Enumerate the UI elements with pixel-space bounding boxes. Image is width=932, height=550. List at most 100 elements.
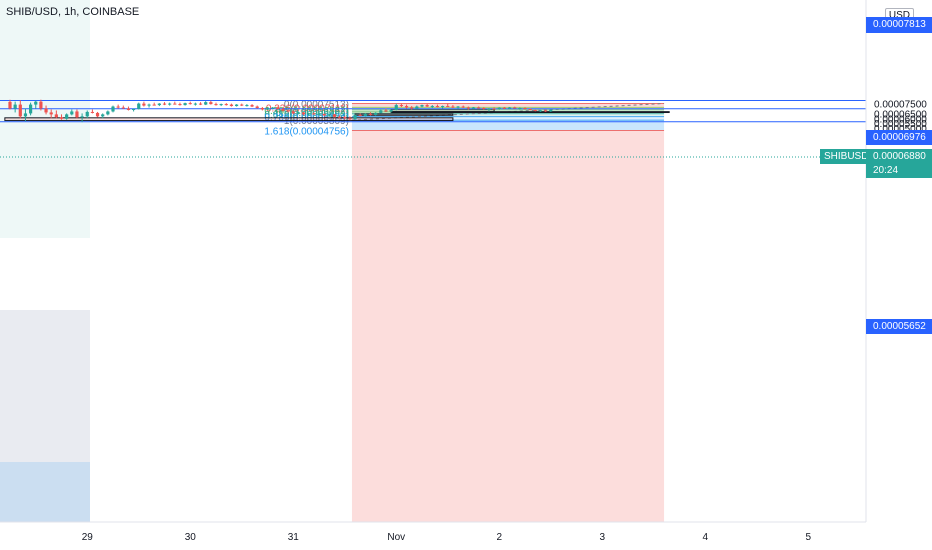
candle-body (410, 107, 414, 109)
candle-body (224, 104, 228, 106)
candle-body (343, 117, 347, 119)
candle-body (353, 114, 357, 120)
fib-band (351, 109, 665, 112)
candle-body (116, 106, 120, 108)
candle-body (523, 108, 527, 110)
fib-level-label: 0.618(0.00006460) (264, 110, 349, 121)
candle-body (477, 107, 481, 109)
candle-body (178, 104, 182, 106)
candle-body (65, 114, 69, 119)
fib-band (351, 116, 665, 121)
time-tick-label: 2 (496, 532, 502, 543)
candle-body (420, 105, 424, 107)
candle-body (451, 106, 455, 108)
candle-body (518, 108, 522, 110)
candle-body (29, 104, 33, 114)
candle-body (255, 106, 259, 109)
candle-body (240, 104, 244, 106)
candle-body (23, 113, 28, 117)
candle-body (13, 104, 17, 109)
price-tick-label: 0.00006500 (874, 109, 927, 120)
candle-body (121, 107, 125, 109)
candle-body (286, 110, 290, 112)
candle-body (204, 102, 208, 105)
symbol-header[interactable]: SHIB/USD, 1h, COINBASE (6, 6, 140, 18)
zone-rect-3 (390, 111, 670, 114)
candle-body (368, 113, 373, 115)
candle-body (39, 101, 43, 109)
time-tick-label: 29 (82, 532, 94, 543)
candle-body (404, 106, 409, 108)
candle-body (471, 107, 476, 109)
candle-body (415, 106, 419, 109)
candle-body (456, 106, 460, 108)
candle-body (162, 103, 167, 105)
candle-body (461, 106, 465, 108)
fib-band (351, 113, 665, 117)
candle-body (85, 111, 89, 117)
price-tick-label: 0.00005500 (874, 119, 927, 130)
candle-body (152, 104, 156, 106)
candle-body (466, 107, 470, 109)
candle-body (59, 117, 64, 119)
symbol-tag: SHIBUSD (820, 149, 873, 164)
candle-body (379, 110, 383, 113)
candle-body (301, 112, 306, 115)
candle-body (173, 103, 177, 105)
candle-body (147, 104, 151, 106)
candle-body (209, 102, 213, 105)
fib-level-label: 1.618(0.00004756) (264, 126, 349, 137)
candle-body (399, 105, 403, 107)
candle-body (157, 103, 161, 106)
fib-level-label: 0.5(0.00006661) (276, 108, 349, 119)
candle-body (538, 110, 543, 112)
candle-body (322, 113, 326, 116)
time-tick-label: Nov (387, 532, 405, 543)
candle-body (193, 103, 197, 105)
candle-body (487, 108, 491, 110)
time-tick-label: 31 (288, 532, 300, 543)
left-green-zone (0, 0, 90, 238)
candle-body (90, 111, 94, 113)
candle-body (137, 103, 141, 109)
candle-body (307, 113, 311, 115)
candle-body (317, 113, 321, 115)
candle-body (389, 109, 393, 112)
candle-body (44, 108, 48, 113)
candle-body (95, 112, 100, 117)
candle-body (549, 109, 553, 112)
candle-body (245, 105, 249, 107)
fib-level-label: 0(0.00007513) (284, 99, 349, 110)
candle-body (132, 108, 136, 110)
candle-body (394, 105, 398, 110)
candle-body (327, 114, 331, 116)
candle-body (271, 107, 275, 109)
candle-body (168, 103, 172, 105)
time-tick-label: 3 (599, 532, 605, 543)
candle-body (34, 101, 38, 105)
candle-body (544, 110, 548, 112)
zone-rect-0 (4, 117, 454, 122)
candle-body (507, 107, 512, 109)
candle-body (296, 112, 300, 114)
candle-body (482, 108, 486, 110)
candle-body (332, 114, 337, 117)
candle-body (70, 111, 74, 115)
fib-band (351, 130, 665, 522)
left-blue-zone (0, 462, 90, 522)
candle-body (435, 106, 440, 108)
candle-body (198, 103, 203, 105)
candle-body (338, 116, 342, 118)
candle-body (265, 108, 270, 110)
price-tag-upper-line: 0.00006976 (866, 130, 932, 145)
candle-body (214, 104, 218, 106)
candle-body (111, 106, 115, 112)
candle-body (348, 118, 352, 120)
candle-body (18, 104, 22, 117)
candle-body (188, 103, 192, 105)
candle-body (528, 108, 532, 110)
candle-body (235, 104, 239, 107)
time-tick-label: 5 (805, 532, 811, 543)
price-tick-label: 0.00005000 (874, 124, 927, 135)
